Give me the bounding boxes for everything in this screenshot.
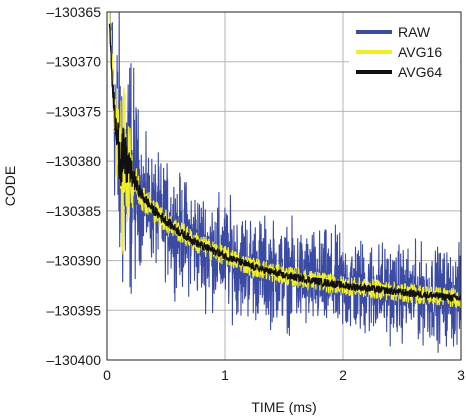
x-tick-label: 3 xyxy=(457,367,465,383)
x-tick-label: 0 xyxy=(103,367,111,383)
x-tick-label: 1 xyxy=(221,367,229,383)
y-tick-label: –130400 xyxy=(46,352,101,368)
plot-area xyxy=(108,12,461,353)
legend: RAW AVG16 AVG64 xyxy=(349,14,460,88)
y-axis-title: CODE xyxy=(2,166,18,206)
series-avg64-line xyxy=(108,23,461,302)
y-tick-label: –130370 xyxy=(46,54,101,70)
legend-label: AVG64 xyxy=(398,64,442,80)
x-axis-title: TIME (ms) xyxy=(251,399,316,415)
y-tick-label: –130380 xyxy=(46,153,101,169)
y-tick-label: –130390 xyxy=(46,253,101,269)
plot-frame xyxy=(106,11,462,361)
y-tick-label: –130385 xyxy=(46,203,101,219)
x-axis-ticks: 0 1 2 3 xyxy=(103,367,465,383)
y-tick-label: –130375 xyxy=(46,103,101,119)
y-tick-label: –130395 xyxy=(46,302,101,318)
legend-label: RAW xyxy=(398,24,431,40)
x-tick-label: 2 xyxy=(339,367,347,383)
legend-label: AVG16 xyxy=(398,44,442,60)
y-axis-ticks: –130365 –130370 –130375 –130380 –130385 –1303… xyxy=(46,4,101,368)
y-tick-label: –130365 xyxy=(46,4,101,20)
